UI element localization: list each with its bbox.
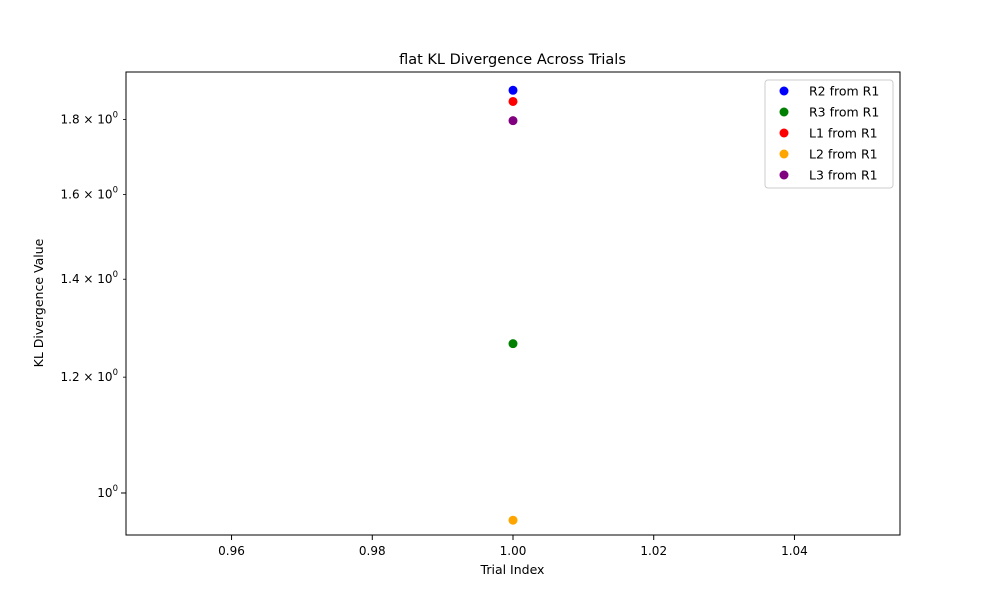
- y-axis-label: KL Divergence Value: [31, 238, 46, 367]
- legend-marker-l1-from-r1: [779, 128, 789, 138]
- data-point-l3-from-r1: [508, 116, 518, 126]
- y-tick-label: 1.6 × 100: [61, 185, 118, 201]
- data-point-l1-from-r1: [508, 96, 518, 106]
- x-axis-label: Trial Index: [480, 562, 545, 577]
- legend-label-l2-from-r1: L2 from R1: [809, 147, 878, 162]
- y-tick-label: 1.2 × 100: [61, 368, 118, 384]
- legend-label-r2-from-r1: R2 from R1: [809, 84, 879, 99]
- chart-title: flat KL Divergence Across Trials: [399, 52, 626, 68]
- legend-marker-l2-from-r1: [779, 149, 789, 159]
- x-tick-label: 0.96: [218, 544, 245, 558]
- plot-area: 0.96 0.98 1.00 1.02 1.04 100 1.2 × 100 1.4 × 10…: [61, 71, 901, 558]
- legend-frame: [764, 79, 894, 189]
- legend: R2 from R1 R3 from R1 L1 from R1 L2 from R1…: [764, 79, 894, 189]
- x-tick-label: 1.04: [781, 544, 808, 558]
- data-point-r3-from-r1: [508, 339, 518, 349]
- legend-label-l1-from-r1: L1 from R1: [809, 126, 878, 141]
- legend-items: R2 from R1 R3 from R1 L1 from R1 L2 from R1…: [779, 84, 879, 183]
- x-tick-label: 1.00: [500, 544, 527, 558]
- x-tick-label: 0.98: [359, 544, 386, 558]
- y-tick-label: 1.4 × 100: [61, 270, 118, 286]
- x-tick-label: 1.02: [640, 544, 667, 558]
- legend-marker-r3-from-r1: [779, 107, 789, 117]
- legend-marker-l3-from-r1: [779, 170, 789, 180]
- data-point-l2-from-r1: [508, 515, 518, 525]
- y-tick-label: 100: [97, 484, 118, 500]
- y-tick-label: 1.8 × 100: [61, 111, 118, 127]
- legend-label-l3-from-r1: L3 from R1: [809, 168, 878, 183]
- legend-label-r3-from-r1: R3 from R1: [809, 105, 879, 120]
- legend-marker-r2-from-r1: [779, 86, 789, 96]
- data-point-r2-from-r1: [508, 85, 518, 95]
